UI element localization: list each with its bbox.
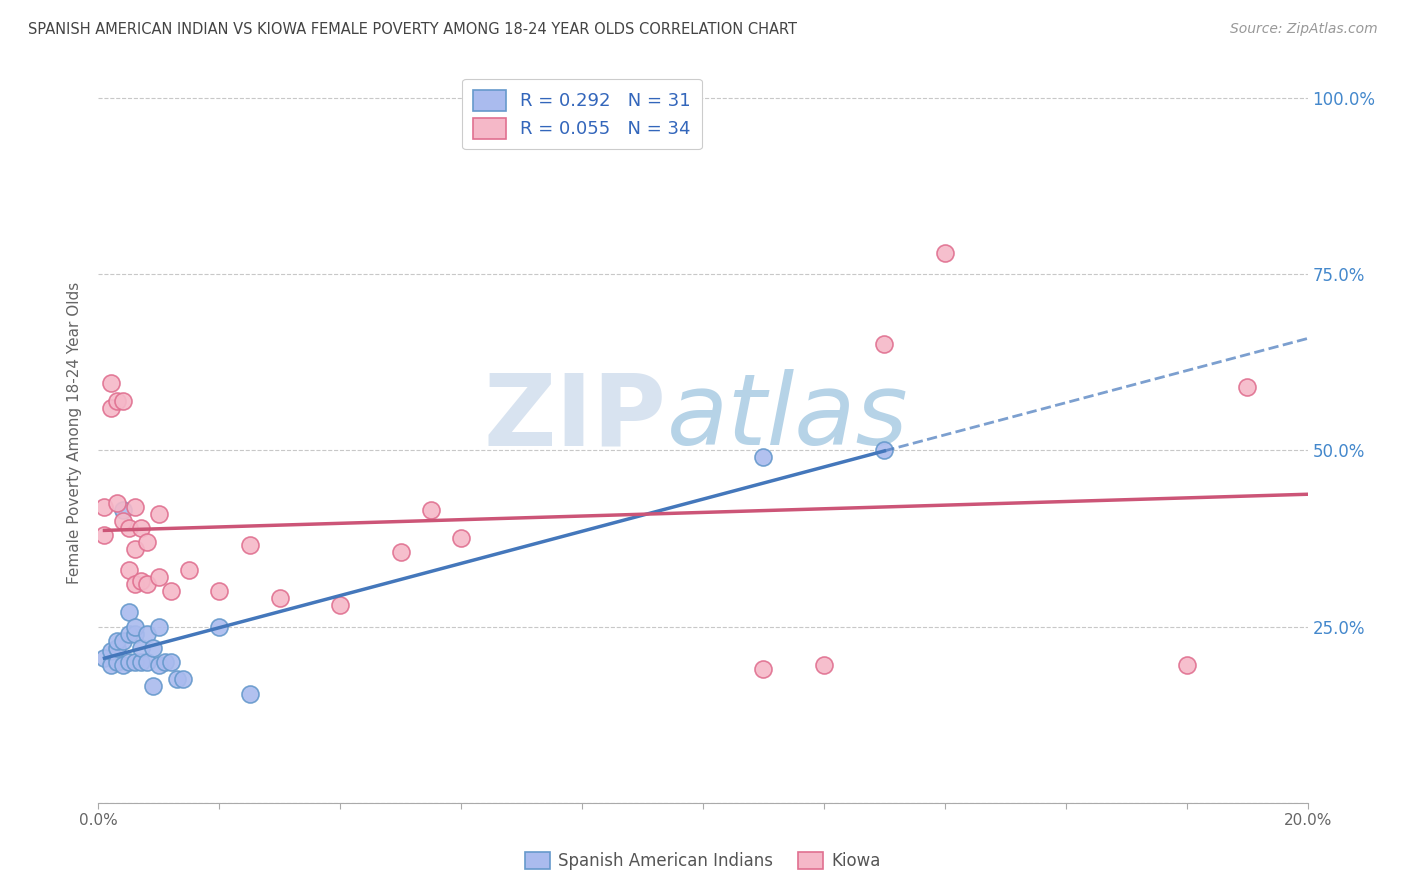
Point xyxy=(118,521,141,535)
Point xyxy=(934,245,956,260)
Point xyxy=(111,393,134,408)
Point xyxy=(329,599,352,613)
Point xyxy=(100,401,122,415)
Point xyxy=(208,584,231,599)
Point xyxy=(142,640,165,655)
Point xyxy=(1236,380,1258,394)
Point xyxy=(135,655,157,669)
Point xyxy=(179,563,201,577)
Point xyxy=(148,619,170,633)
Point xyxy=(105,393,128,408)
Point xyxy=(389,545,412,559)
Point xyxy=(111,658,134,673)
Y-axis label: Female Poverty Among 18-24 Year Olds: Female Poverty Among 18-24 Year Olds xyxy=(67,282,83,583)
Point xyxy=(124,655,146,669)
Point xyxy=(129,640,152,655)
Point xyxy=(124,626,146,640)
Point xyxy=(118,563,141,577)
Point xyxy=(124,500,146,514)
Point xyxy=(148,658,170,673)
Point xyxy=(208,619,231,633)
Legend: Spanish American Indians, Kiowa: Spanish American Indians, Kiowa xyxy=(519,845,887,877)
Point xyxy=(172,673,194,687)
Point xyxy=(105,640,128,655)
Point xyxy=(1175,658,1198,673)
Point xyxy=(118,606,141,620)
Point xyxy=(142,680,165,694)
Point xyxy=(93,651,115,665)
Point xyxy=(239,686,262,700)
Text: ZIP: ZIP xyxy=(484,369,666,467)
Point xyxy=(129,655,152,669)
Point xyxy=(450,532,472,546)
Point xyxy=(124,619,146,633)
Point xyxy=(118,626,141,640)
Text: atlas: atlas xyxy=(666,369,908,467)
Point xyxy=(93,528,115,542)
Point xyxy=(93,500,115,514)
Point xyxy=(124,577,146,591)
Point xyxy=(160,655,183,669)
Point xyxy=(160,584,183,599)
Point xyxy=(111,503,134,517)
Point xyxy=(420,503,443,517)
Point xyxy=(135,577,157,591)
Point xyxy=(105,633,128,648)
Point xyxy=(153,655,176,669)
Point xyxy=(873,443,896,458)
Point xyxy=(111,514,134,528)
Point xyxy=(135,535,157,549)
Point xyxy=(239,538,262,552)
Point xyxy=(135,626,157,640)
Point xyxy=(269,591,291,606)
Point xyxy=(148,570,170,584)
Point xyxy=(166,673,188,687)
Text: SPANISH AMERICAN INDIAN VS KIOWA FEMALE POVERTY AMONG 18-24 YEAR OLDS CORRELATIO: SPANISH AMERICAN INDIAN VS KIOWA FEMALE … xyxy=(28,22,797,37)
Point xyxy=(111,633,134,648)
Text: Source: ZipAtlas.com: Source: ZipAtlas.com xyxy=(1230,22,1378,37)
Point xyxy=(124,541,146,556)
Point xyxy=(752,662,775,676)
Point xyxy=(100,658,122,673)
Point xyxy=(100,644,122,658)
Point xyxy=(129,521,152,535)
Point xyxy=(752,450,775,465)
Point xyxy=(129,574,152,588)
Point xyxy=(118,655,141,669)
Point xyxy=(105,655,128,669)
Point xyxy=(105,496,128,510)
Point xyxy=(100,376,122,391)
Point xyxy=(813,658,835,673)
Point xyxy=(148,507,170,521)
Legend: R = 0.292   N = 31, R = 0.055   N = 34: R = 0.292 N = 31, R = 0.055 N = 34 xyxy=(463,78,702,150)
Point xyxy=(873,337,896,351)
